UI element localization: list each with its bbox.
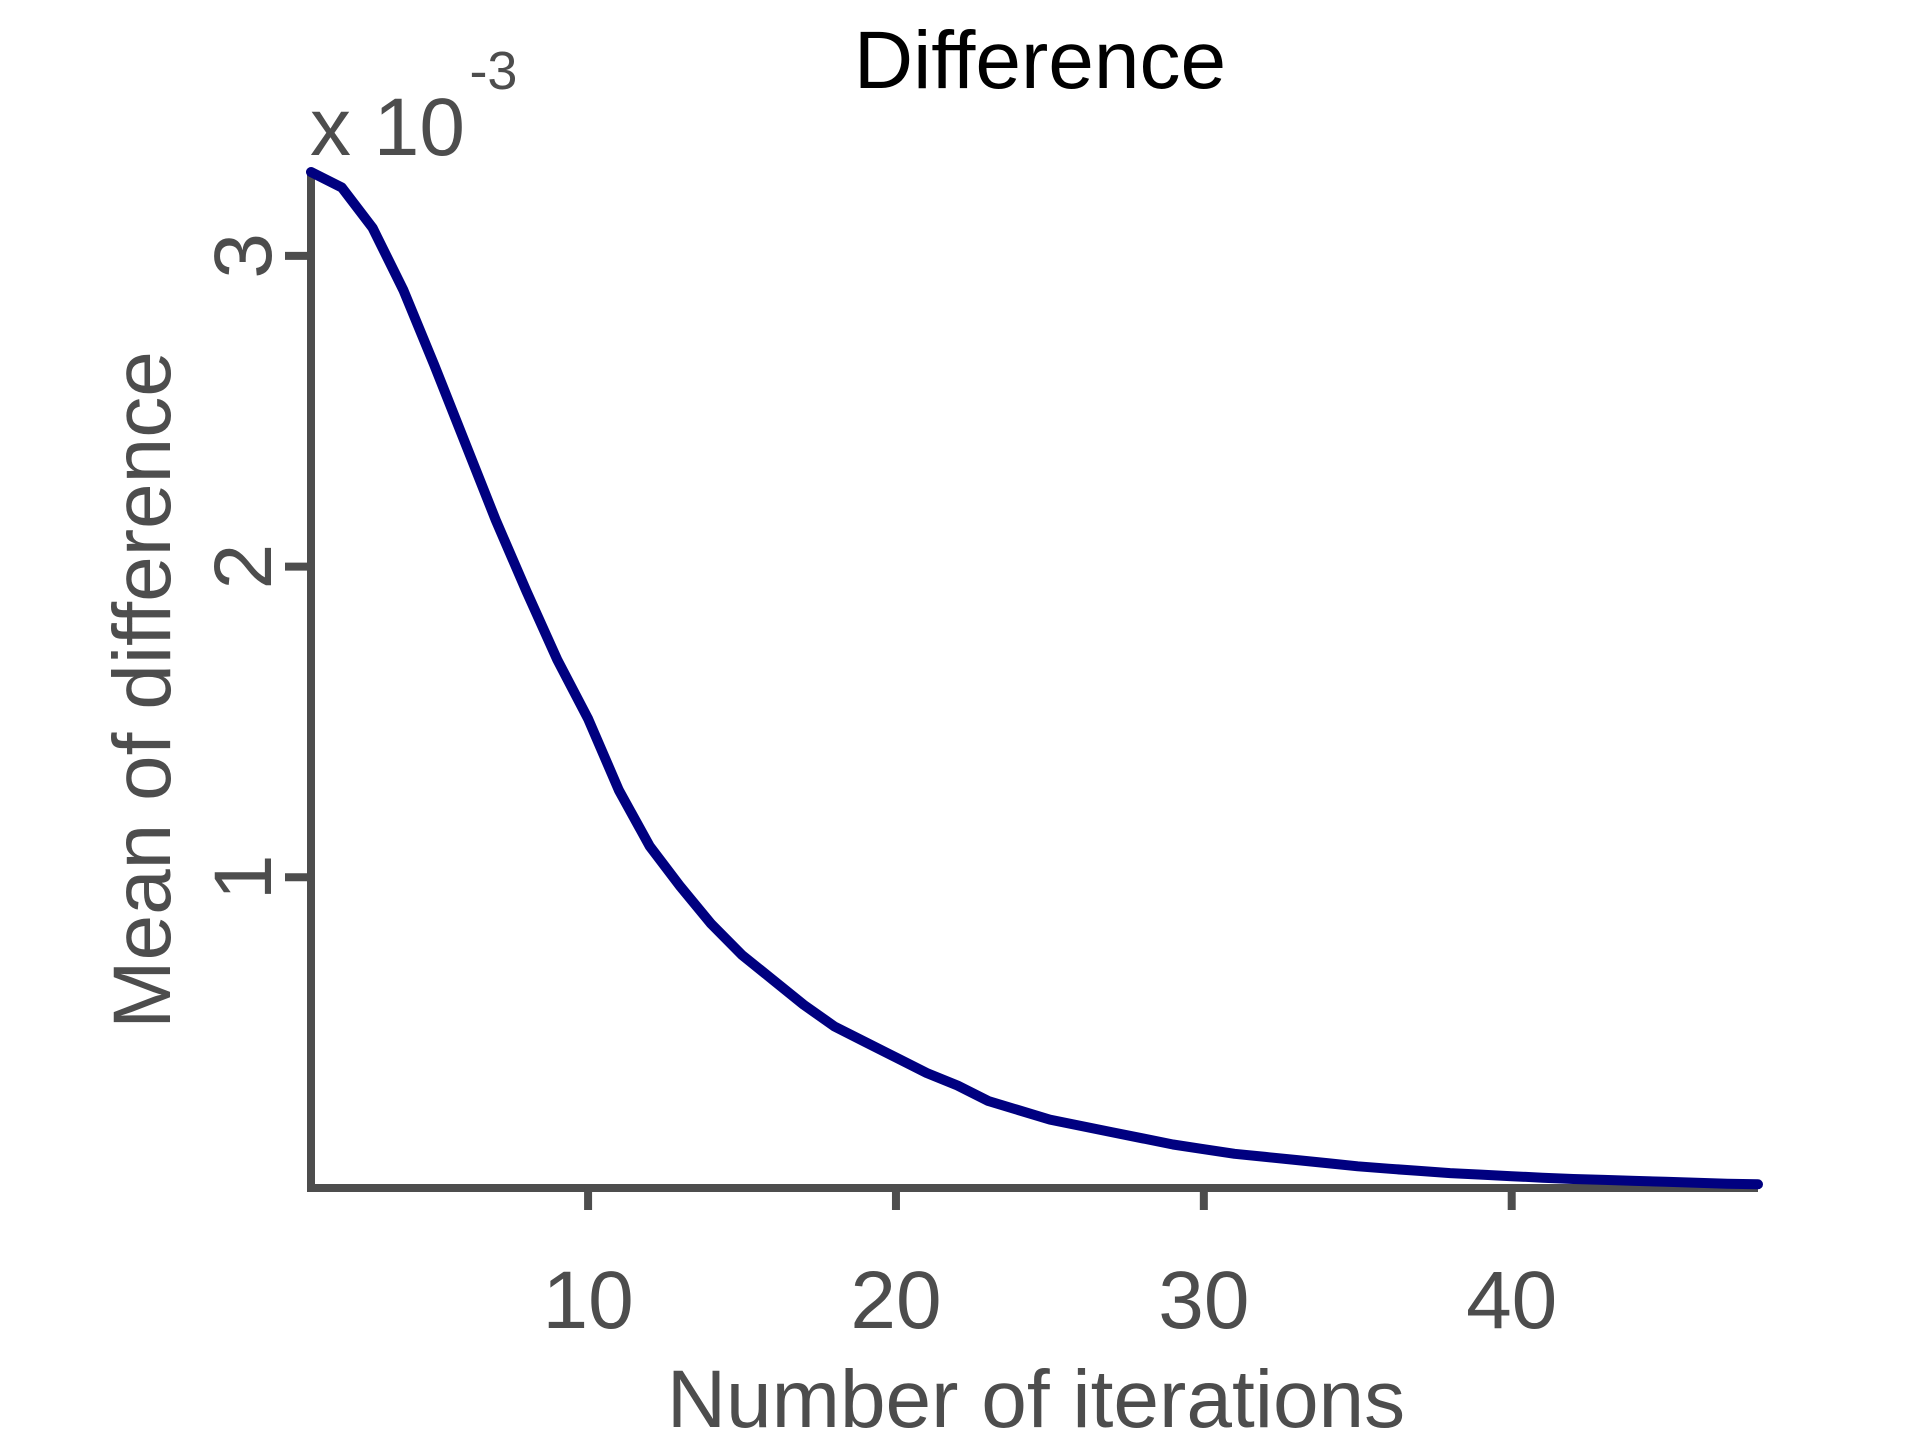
y-multiplier-exponent: -3	[469, 41, 517, 101]
y-tick-label: 2	[198, 544, 289, 590]
x-axis-label: Number of iterations	[667, 1354, 1405, 1440]
x-tick-label: 20	[850, 1255, 941, 1346]
x-tick-label: 40	[1466, 1255, 1557, 1346]
plot-area: 10 20 30 40 1 2 3	[198, 167, 1763, 1346]
series-line	[306, 167, 1763, 1190]
x-tick-label: 30	[1158, 1255, 1249, 1346]
y-multiplier-base: x 10	[310, 82, 465, 173]
chart-title: Difference	[854, 15, 1226, 106]
y-tick-label: 3	[198, 233, 289, 279]
y-tick-label: 1	[198, 854, 289, 900]
y-axis-label: Mean of difference	[97, 351, 188, 1029]
y-multiplier: x 10 -3	[310, 41, 517, 173]
x-tick-label: 10	[542, 1255, 633, 1346]
